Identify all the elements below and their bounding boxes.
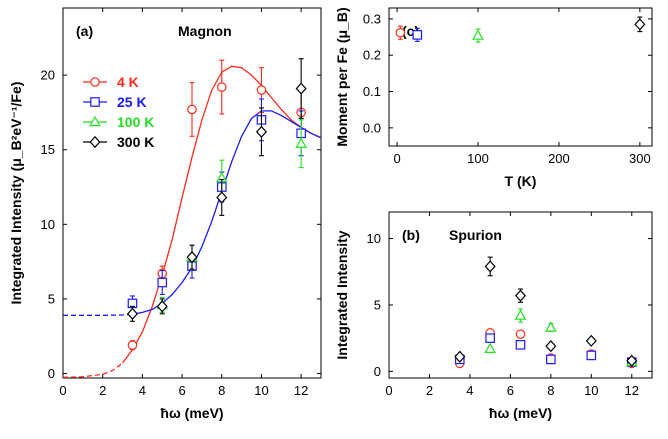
x-tick-label: 10 bbox=[584, 383, 598, 398]
legend-label: 25 K bbox=[117, 94, 147, 110]
data-point bbox=[545, 340, 557, 353]
y-tick-label: 0.1 bbox=[363, 84, 381, 99]
y-axis-label: Moment per Fe (μ_B) bbox=[334, 7, 350, 146]
chart-title: Spurion bbox=[449, 227, 502, 243]
y-tick-label: 0.0 bbox=[363, 120, 381, 135]
legend-label: 100 K bbox=[117, 114, 154, 130]
y-tick-label: 15 bbox=[41, 142, 55, 157]
y-tick-label: 20 bbox=[41, 68, 55, 83]
data-point bbox=[484, 260, 496, 273]
x-axis-label: ħω (meV) bbox=[489, 405, 552, 421]
data-point bbox=[295, 137, 307, 148]
x-axis-label: ħω (meV) bbox=[160, 405, 223, 421]
x-tick-label: 100 bbox=[467, 151, 489, 166]
data-point bbox=[216, 82, 227, 92]
plot-frame-a bbox=[62, 7, 322, 379]
data-point bbox=[395, 27, 406, 38]
x-tick-label: 0 bbox=[393, 151, 400, 166]
data-point bbox=[515, 340, 526, 350]
data-point bbox=[485, 333, 495, 343]
y-tick-label: 5 bbox=[48, 291, 55, 306]
fit-curve-dashed bbox=[63, 313, 133, 316]
data-point bbox=[412, 30, 423, 40]
x-tick-label: 8 bbox=[547, 383, 554, 398]
y-tick-label: 0 bbox=[48, 366, 55, 381]
legend-marker bbox=[90, 77, 100, 87]
x-tick-label: 6 bbox=[507, 383, 514, 398]
data-point bbox=[256, 85, 267, 95]
data-point bbox=[634, 18, 646, 31]
legend-marker bbox=[90, 97, 100, 107]
data-point bbox=[156, 300, 168, 313]
x-tick-label: 0 bbox=[385, 383, 392, 398]
data-point bbox=[295, 82, 307, 95]
x-tick-label: 0 bbox=[59, 383, 66, 398]
x-tick-label: 300 bbox=[629, 151, 651, 166]
legend-label: 300 K bbox=[117, 134, 154, 150]
chart-title: Magnon bbox=[178, 23, 232, 39]
x-tick-label: 12 bbox=[625, 383, 639, 398]
data-point bbox=[514, 289, 527, 302]
y-tick-label: 0.3 bbox=[363, 11, 381, 26]
data-point bbox=[127, 340, 138, 350]
data-point bbox=[472, 29, 484, 40]
data-point bbox=[546, 354, 556, 365]
x-tick-label: 4 bbox=[139, 383, 146, 398]
data-point bbox=[514, 309, 527, 320]
data-point bbox=[515, 329, 526, 339]
legend-label: 4 K bbox=[117, 74, 139, 90]
panel-a: 0 2 4 6 8 10 12 0 5 10 15 20 ħω (meV) Integrated Inte… bbox=[8, 7, 322, 421]
y-tick-label: 5 bbox=[374, 297, 381, 312]
data-point bbox=[187, 104, 197, 115]
x-tick-label: 2 bbox=[99, 383, 106, 398]
data-point bbox=[585, 334, 597, 347]
y-tick-label: 10 bbox=[41, 217, 55, 232]
data-point bbox=[484, 342, 496, 353]
panel-label: (a) bbox=[76, 23, 93, 39]
panel-label: (b) bbox=[402, 227, 420, 243]
data-point bbox=[586, 350, 597, 361]
legend-marker bbox=[89, 115, 101, 127]
panel-b: 0 2 4 6 8 10 12 0 5 10 ħω (meV) Integrated Intensit… bbox=[334, 211, 653, 421]
data-point bbox=[545, 321, 557, 332]
y-axis-label: Integrated Intensity (μ_B²eV⁻¹/Fe) bbox=[8, 82, 24, 305]
x-tick-label: 4 bbox=[466, 383, 473, 398]
x-tick-label: 2 bbox=[426, 383, 433, 398]
x-tick-label: 10 bbox=[254, 383, 268, 398]
x-tick-label: 8 bbox=[218, 383, 225, 398]
y-tick-label: 0 bbox=[374, 364, 381, 379]
data-point bbox=[626, 354, 638, 367]
y-tick-label: 0.2 bbox=[363, 48, 381, 63]
x-tick-label: 6 bbox=[178, 383, 185, 398]
x-axis-label: T (K) bbox=[505, 173, 537, 189]
data-point bbox=[454, 350, 466, 363]
x-tick-label: 200 bbox=[548, 151, 570, 166]
y-tick-label: 10 bbox=[367, 231, 381, 246]
data-point bbox=[216, 191, 228, 204]
plot-frame-b bbox=[388, 211, 653, 379]
legend-marker bbox=[89, 135, 101, 149]
plot-frame-c bbox=[388, 7, 653, 147]
data-point bbox=[255, 125, 267, 138]
y-axis-label: Integrated Intensity bbox=[334, 230, 350, 359]
x-tick-label: 12 bbox=[294, 383, 308, 398]
data-point bbox=[126, 307, 138, 320]
fit-curve-dashed bbox=[62, 362, 123, 378]
data-point bbox=[157, 277, 168, 288]
data-point bbox=[186, 251, 198, 264]
panel-c: 0 100 200 300 0.0 0.1 0.2 0.3 T (K) Moment per Fe… bbox=[334, 7, 653, 189]
